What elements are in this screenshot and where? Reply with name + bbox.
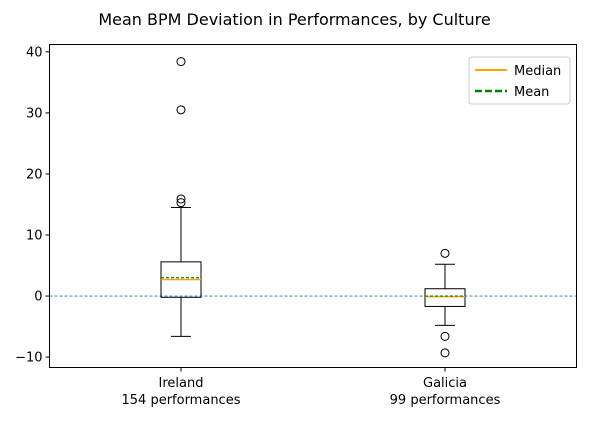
plot-area	[45, 51, 577, 372]
plot-frame	[49, 44, 577, 368]
outlier-point	[176, 198, 186, 208]
outlier-point	[440, 248, 450, 258]
outlier-point	[440, 331, 450, 341]
y-tick-label: −10	[15, 351, 42, 366]
legend-box	[468, 56, 571, 105]
y-tick-label: 20	[26, 167, 43, 182]
box-galicia	[424, 248, 466, 358]
y-tick-label: 0	[34, 290, 42, 305]
outlier-point	[176, 57, 186, 67]
y-tick-label: 10	[26, 229, 43, 244]
y-tick-label: 40	[26, 45, 43, 60]
iqr-box	[424, 288, 466, 307]
category-sublabel: 99 performances	[390, 393, 501, 408]
y-tick-label: 30	[26, 106, 43, 121]
legend: Median Mean	[468, 56, 571, 105]
category-label: Ireland	[159, 376, 204, 391]
box-ireland	[160, 57, 202, 337]
outlier-point	[176, 194, 186, 204]
outlier-point	[176, 105, 186, 115]
category-label: Galicia	[423, 376, 467, 391]
category-sublabel: 154 performances	[122, 393, 241, 408]
chart-title: Mean BPM Deviation in Performances, by C…	[98, 10, 490, 29]
outlier-point	[440, 348, 450, 358]
legend-median-label: Median	[514, 64, 561, 79]
legend-mean-label: Mean	[514, 85, 549, 100]
